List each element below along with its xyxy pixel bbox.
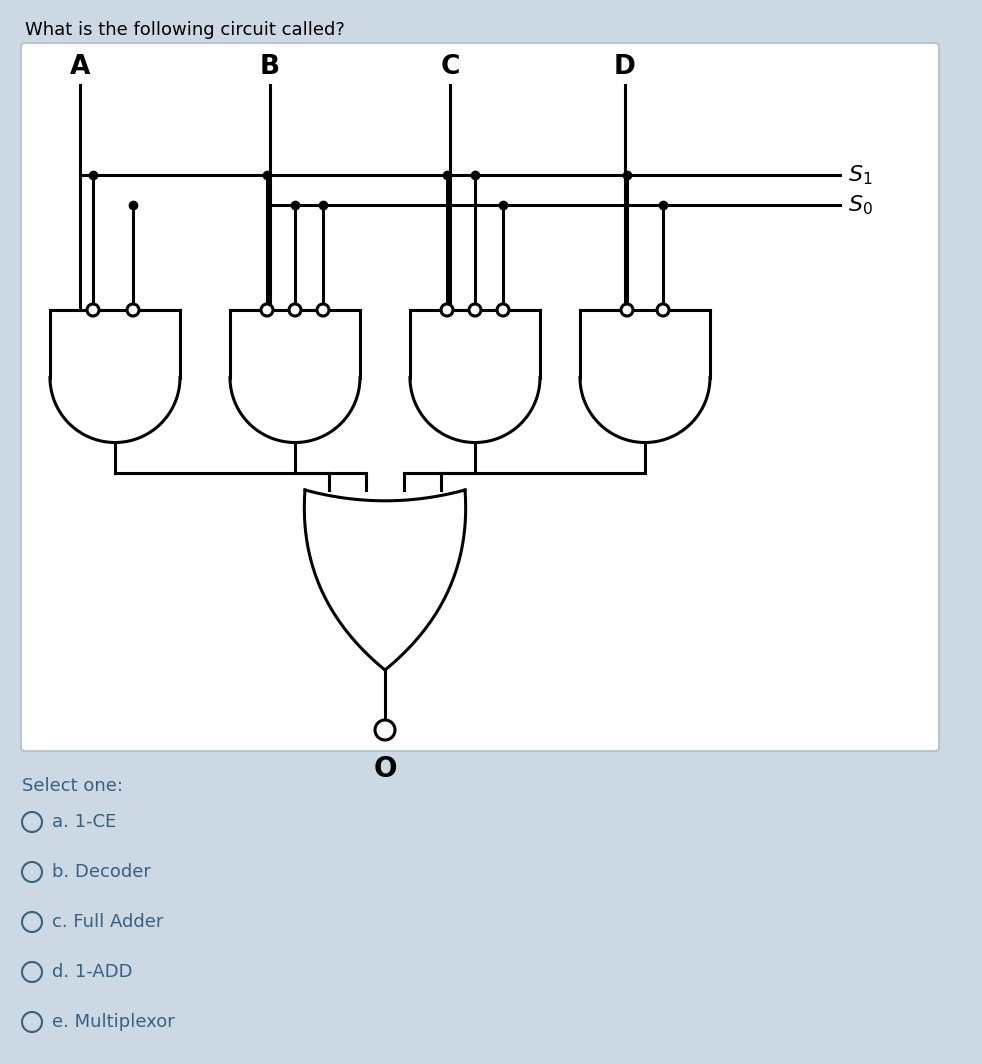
Circle shape [469,304,481,316]
Circle shape [87,304,99,316]
Circle shape [22,962,42,982]
Text: c. Full Adder: c. Full Adder [52,913,163,931]
Circle shape [657,304,669,316]
Text: $S_1$: $S_1$ [848,163,872,187]
Text: O: O [373,755,397,783]
Text: a. 1-CE: a. 1-CE [52,813,116,831]
Text: $S_0$: $S_0$ [848,194,873,217]
Circle shape [22,1012,42,1032]
Circle shape [441,304,453,316]
Circle shape [621,304,633,316]
Text: d. 1-ADD: d. 1-ADD [52,963,133,981]
Circle shape [22,812,42,832]
Text: b. Decoder: b. Decoder [52,863,151,881]
Text: A: A [70,54,90,80]
Circle shape [317,304,329,316]
Text: C: C [440,54,460,80]
Text: Select one:: Select one: [22,777,123,795]
Text: e. Multiplexor: e. Multiplexor [52,1013,175,1031]
Circle shape [22,862,42,882]
Text: B: B [260,54,280,80]
Circle shape [127,304,139,316]
Circle shape [289,304,301,316]
Circle shape [375,720,395,739]
FancyBboxPatch shape [21,43,939,751]
Circle shape [497,304,509,316]
Circle shape [22,912,42,932]
Circle shape [261,304,273,316]
Text: D: D [614,54,636,80]
Text: What is the following circuit called?: What is the following circuit called? [25,21,345,39]
